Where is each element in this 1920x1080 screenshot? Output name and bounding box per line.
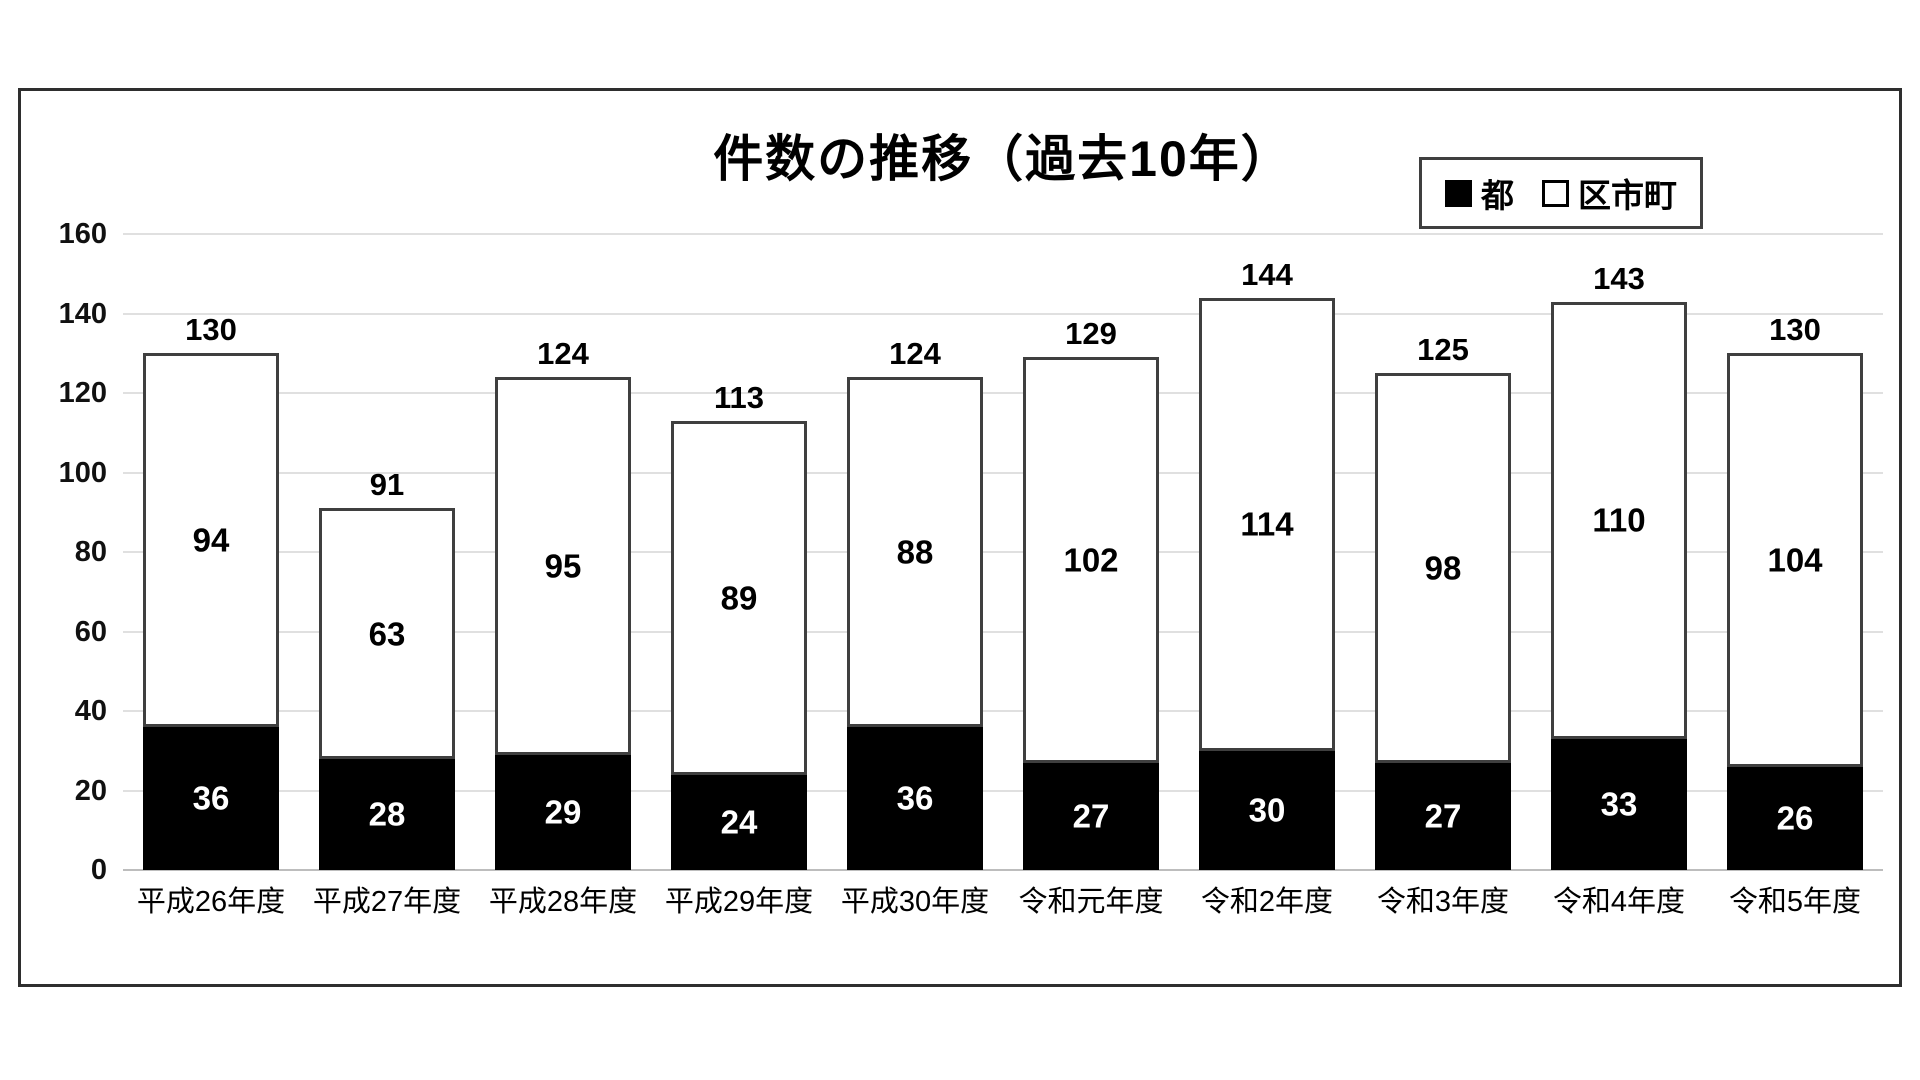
x-label-3: 平成28年度 — [488, 886, 638, 918]
x-label-7: 令和2年度 — [1200, 886, 1334, 918]
bar-3-segment-kushicho — [495, 377, 631, 755]
bar-7-label-kushicho: 114 — [1240, 505, 1294, 543]
plot-area: 36 94 130 28 63 91 29 95 124 24 89 113 36 88 124 27 102 1… — [123, 233, 1883, 871]
bar-7-segment-kushicho — [1199, 297, 1335, 751]
gridline-140 — [123, 312, 1883, 315]
bar-1-label-to: 36 — [192, 779, 230, 817]
bar-5-label-to: 36 — [896, 779, 934, 817]
gridline-20 — [123, 789, 1883, 792]
bar-4-total-label: 113 — [713, 379, 764, 415]
y-tick-100: 100 — [58, 456, 107, 489]
bar-5-total-label: 124 — [889, 336, 941, 372]
bar-5-label-kushicho: 88 — [896, 533, 934, 571]
bar-8-label-to: 27 — [1424, 797, 1462, 835]
x-label-6: 令和元年度 — [1018, 886, 1164, 918]
bar-8: 27 98 125 — [1355, 234, 1531, 870]
bar-4-label-to: 24 — [720, 803, 758, 841]
y-tick-60: 60 — [74, 615, 107, 648]
bar-7: 30 114 144 — [1179, 234, 1355, 870]
x-label-4: 平成29年度 — [664, 886, 814, 918]
legend-label-kushicho: 区市町 — [1578, 177, 1677, 214]
bar-2-label-kushicho: 63 — [368, 615, 406, 652]
bar-3: 29 95 124 — [475, 234, 651, 870]
bar-3-label-to: 29 — [544, 793, 582, 831]
bar-9-segment-to — [1551, 738, 1687, 870]
bar-8-segment-kushicho — [1375, 373, 1511, 763]
bar-9-label-kushicho: 110 — [1592, 501, 1646, 539]
y-tick-0: 0 — [90, 854, 107, 886]
bar-10-total-label: 130 — [1769, 312, 1821, 348]
y-tick-40: 40 — [74, 695, 107, 727]
bar-2-segment-to — [319, 758, 455, 870]
gridline-80 — [123, 551, 1883, 553]
bar-9-label-to: 33 — [1600, 785, 1638, 823]
bar-6-label-kushicho: 102 — [1063, 541, 1119, 579]
y-tick-160: 160 — [58, 218, 107, 250]
bar-3-segment-to — [495, 754, 631, 870]
x-label-5: 平成30年度 — [840, 886, 990, 918]
bar-5-segment-to — [847, 726, 983, 870]
x-label-1: 平成26年度 — [136, 886, 286, 918]
y-tick-120: 120 — [58, 377, 107, 409]
y-tick-140: 140 — [58, 297, 107, 330]
bar-4-segment-to — [671, 774, 807, 870]
bar-4: 24 89 113 — [651, 234, 827, 870]
bar-2-label-to: 28 — [368, 795, 406, 833]
bar-10-label-to: 26 — [1776, 799, 1814, 837]
bar-4-segment-kushicho — [671, 420, 807, 775]
bar-4-label-kushicho: 89 — [720, 579, 758, 617]
bar-1-segment-to — [143, 726, 279, 870]
bar-6-segment-kushicho — [1023, 357, 1159, 763]
bar-6-total-label: 129 — [1065, 316, 1117, 352]
gridline-160 — [123, 233, 1883, 235]
x-label-8: 令和3年度 — [1376, 886, 1510, 918]
x-label-10: 令和5年度 — [1728, 886, 1862, 918]
legend-item-kushicho: 区市町 — [1542, 169, 1677, 217]
bar-8-label-kushicho: 98 — [1424, 549, 1462, 587]
bar-5-segment-kushicho — [847, 377, 983, 727]
bar-2-segment-kushicho — [319, 508, 455, 759]
bar-10-label-kushicho: 104 — [1767, 541, 1823, 579]
gridline-0 — [123, 869, 1883, 871]
legend-label-to: 都 — [1481, 177, 1514, 214]
bar-6: 27 102 129 — [1003, 234, 1179, 870]
bar-2-total-label: 91 — [369, 467, 405, 503]
legend-swatch-white-icon — [1542, 179, 1569, 207]
legend-item-to: 都 — [1445, 169, 1514, 217]
y-tick-80: 80 — [74, 536, 107, 568]
gridline-100 — [123, 471, 1883, 474]
x-label-9: 令和4年度 — [1552, 886, 1686, 918]
bar-7-segment-to — [1199, 750, 1335, 870]
bar-6-label-to: 27 — [1072, 797, 1110, 835]
bar-5: 36 88 124 — [827, 234, 1003, 870]
bar-1-total-label: 130 — [185, 312, 237, 348]
bar-1: 36 94 130 — [123, 234, 299, 870]
bar-2: 28 63 91 — [299, 234, 475, 870]
bar-3-total-label: 124 — [537, 336, 589, 372]
x-label-2: 平成27年度 — [312, 886, 462, 918]
bar-7-label-to: 30 — [1248, 791, 1286, 829]
bar-9-total-label: 143 — [1593, 260, 1645, 296]
bar-9-segment-kushicho — [1551, 301, 1687, 739]
legend-swatch-black-icon — [1445, 179, 1472, 207]
bar-6-segment-to — [1023, 762, 1159, 870]
bar-3-label-kushicho: 95 — [544, 547, 582, 585]
bar-8-total-label: 125 — [1417, 332, 1469, 368]
legend: 都 区市町 — [1419, 157, 1703, 229]
bar-1-label-kushicho: 94 — [192, 521, 230, 559]
chart-title: 件数の推移（過去10年） — [713, 131, 1293, 187]
bar-10-segment-kushicho — [1727, 353, 1863, 767]
bar-7-total-label: 144 — [1241, 256, 1293, 292]
bar-10-segment-to — [1727, 766, 1863, 870]
gridline-60 — [123, 630, 1883, 633]
bar-9: 33 110 143 — [1531, 234, 1707, 870]
gridline-40 — [123, 710, 1883, 712]
chart-frame: 件数の推移（過去10年） 都 区市町 36 94 130 28 63 91 29 95 124 2… — [18, 88, 1902, 987]
bar-8-segment-to — [1375, 762, 1511, 870]
y-tick-20: 20 — [74, 774, 107, 807]
bar-1-segment-kushicho — [143, 353, 279, 727]
gridline-120 — [123, 392, 1883, 394]
bar-10: 26 104 130 — [1707, 234, 1883, 870]
